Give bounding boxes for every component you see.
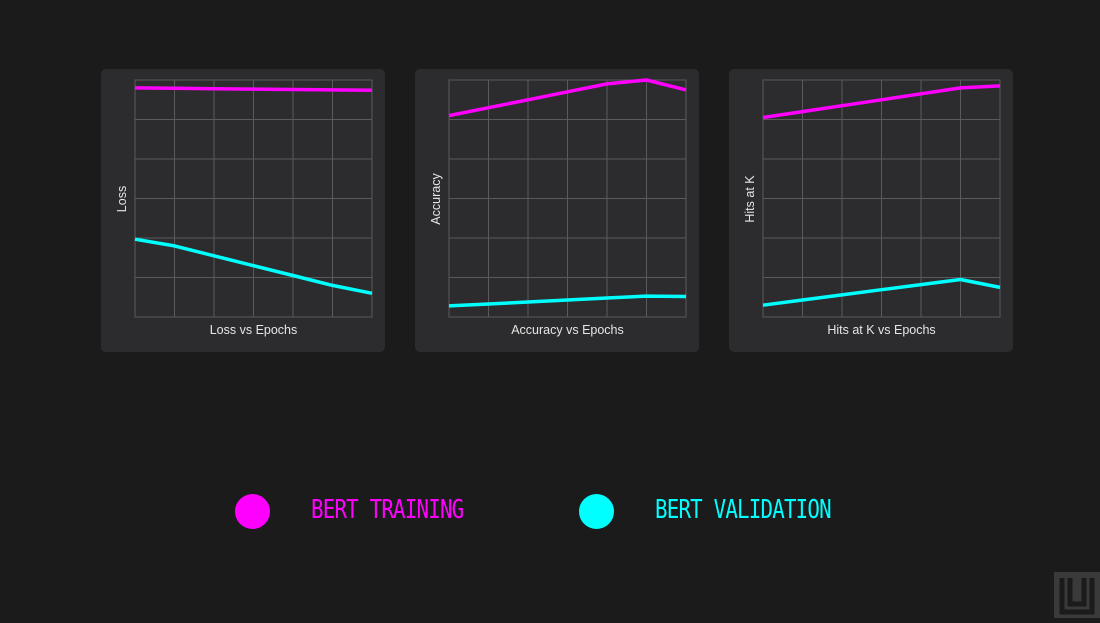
accuracy-chart-card: Accuracy vs Epochs Accuracy [415,69,699,352]
loss-training-line [134,86,373,93]
legend-validation-dot [579,494,614,529]
loss-y-label: Loss [115,186,129,212]
accuracy-validation-line [448,294,687,308]
legend-training: BERT TRAINING [235,493,495,529]
accuracy-y-label: Accuracy [429,173,443,225]
legend-training-label: BERT TRAINING [311,495,464,525]
accuracy-chart: Accuracy vs Epochs Accuracy [429,78,687,337]
legend-training-dot [235,494,270,529]
accuracy-x-title: Accuracy vs Epochs [511,323,624,337]
brand-logo-icon [1054,572,1100,618]
hits-at-k-x-title: Hits at K vs Epochs [827,323,935,337]
hits-at-k-chart: Hits at K vs Epochs Hits at K [743,79,1001,337]
hits-at-k-validation-line [762,277,1001,307]
loss-validation-line [134,237,373,296]
hits-at-k-y-label: Hits at K [743,175,757,223]
legend-validation-label: BERT VALIDATION [655,495,832,525]
hits-at-k-training-line [762,84,1001,120]
loss-chart: Loss vs Epochs Loss [115,79,373,337]
legend-validation: BERT VALIDATION [579,493,879,529]
accuracy-training-line [448,78,687,118]
loss-chart-card: Loss vs Epochs Loss [101,69,385,352]
loss-x-title: Loss vs Epochs [210,323,298,337]
hits-at-k-chart-card: Hits at K vs Epochs Hits at K [729,69,1013,352]
